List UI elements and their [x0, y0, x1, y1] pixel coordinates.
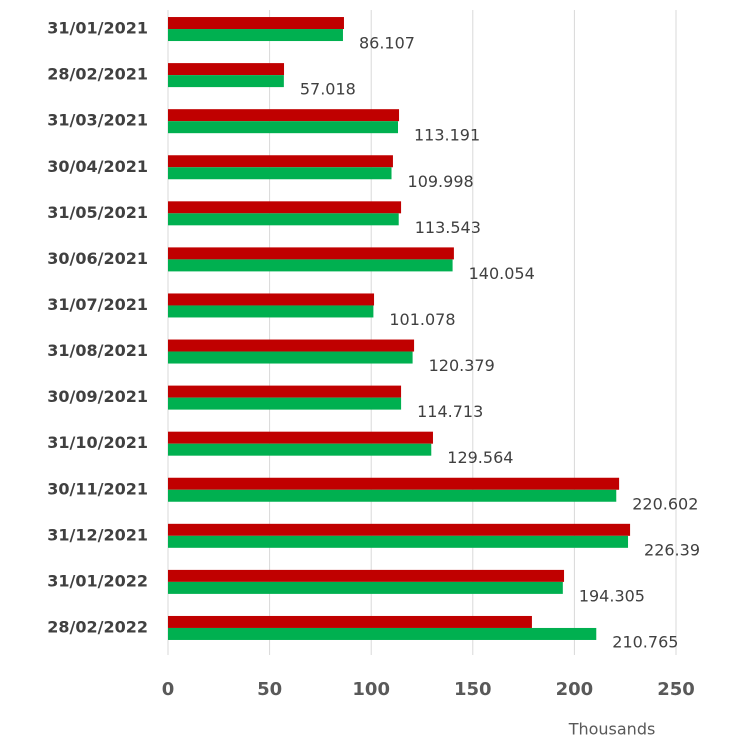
y-tick-label: 31/12/2021	[47, 525, 148, 544]
y-tick-label: 31/03/2021	[47, 111, 148, 130]
bar	[168, 121, 399, 134]
bar	[168, 443, 432, 456]
y-tick-label: 30/06/2021	[47, 249, 148, 268]
data-label: 140.054	[469, 264, 535, 283]
bar	[168, 247, 454, 260]
data-label: 109.998	[408, 172, 474, 191]
data-label: 220.602	[632, 494, 698, 513]
bar	[168, 17, 344, 30]
bar	[168, 627, 597, 640]
data-label: 194.305	[579, 586, 645, 605]
bar	[168, 489, 617, 502]
data-label: 210.765	[612, 632, 678, 651]
y-tick-label: 30/04/2021	[47, 157, 148, 176]
data-label: 101.078	[389, 310, 455, 329]
bar	[168, 339, 415, 352]
y-tick-label: 28/02/2021	[47, 65, 148, 84]
bar	[168, 477, 620, 490]
x-tick-label: 100	[352, 679, 390, 700]
x-axis-label: Thousands	[568, 720, 656, 739]
bar	[168, 109, 400, 122]
y-tick-label: 30/09/2021	[47, 387, 148, 406]
bar	[168, 75, 284, 88]
y-tick-label: 31/05/2021	[47, 203, 148, 222]
bar	[168, 63, 285, 76]
y-tick-label: 30/11/2021	[47, 479, 148, 498]
x-tick-label: 250	[657, 679, 695, 700]
y-tick-label: 31/07/2021	[47, 295, 148, 314]
bar	[168, 213, 399, 226]
bar	[168, 259, 453, 272]
data-label: 226.39	[644, 540, 700, 559]
y-tick-label: 31/10/2021	[47, 433, 148, 452]
data-label: 113.191	[414, 126, 480, 145]
bar	[168, 293, 375, 306]
data-label: 120.379	[429, 356, 495, 375]
bar	[168, 155, 393, 168]
bar	[168, 201, 402, 214]
bar	[168, 29, 343, 42]
data-label: 114.713	[417, 402, 483, 421]
data-label: 57.018	[300, 80, 356, 99]
bar	[168, 305, 374, 318]
bar	[168, 615, 532, 628]
y-tick-label: 31/01/2021	[47, 19, 148, 38]
y-tick-label: 31/01/2022	[47, 571, 148, 590]
bar	[168, 535, 629, 548]
bar	[168, 581, 563, 594]
data-label: 113.543	[415, 218, 481, 237]
bar	[168, 569, 565, 582]
y-tick-label: 28/02/2022	[47, 617, 148, 636]
bar	[168, 385, 402, 398]
bar	[168, 167, 392, 180]
x-tick-label: 150	[454, 679, 492, 700]
bar	[168, 523, 631, 536]
bar	[168, 397, 402, 410]
x-tick-label: 50	[257, 679, 282, 700]
bar	[168, 431, 433, 444]
data-label: 86.107	[359, 34, 415, 53]
y-tick-label: 31/08/2021	[47, 341, 148, 360]
data-label: 129.564	[447, 448, 513, 467]
x-tick-label: 200	[556, 679, 594, 700]
bar	[168, 351, 413, 364]
x-tick-label: 0	[162, 679, 175, 700]
